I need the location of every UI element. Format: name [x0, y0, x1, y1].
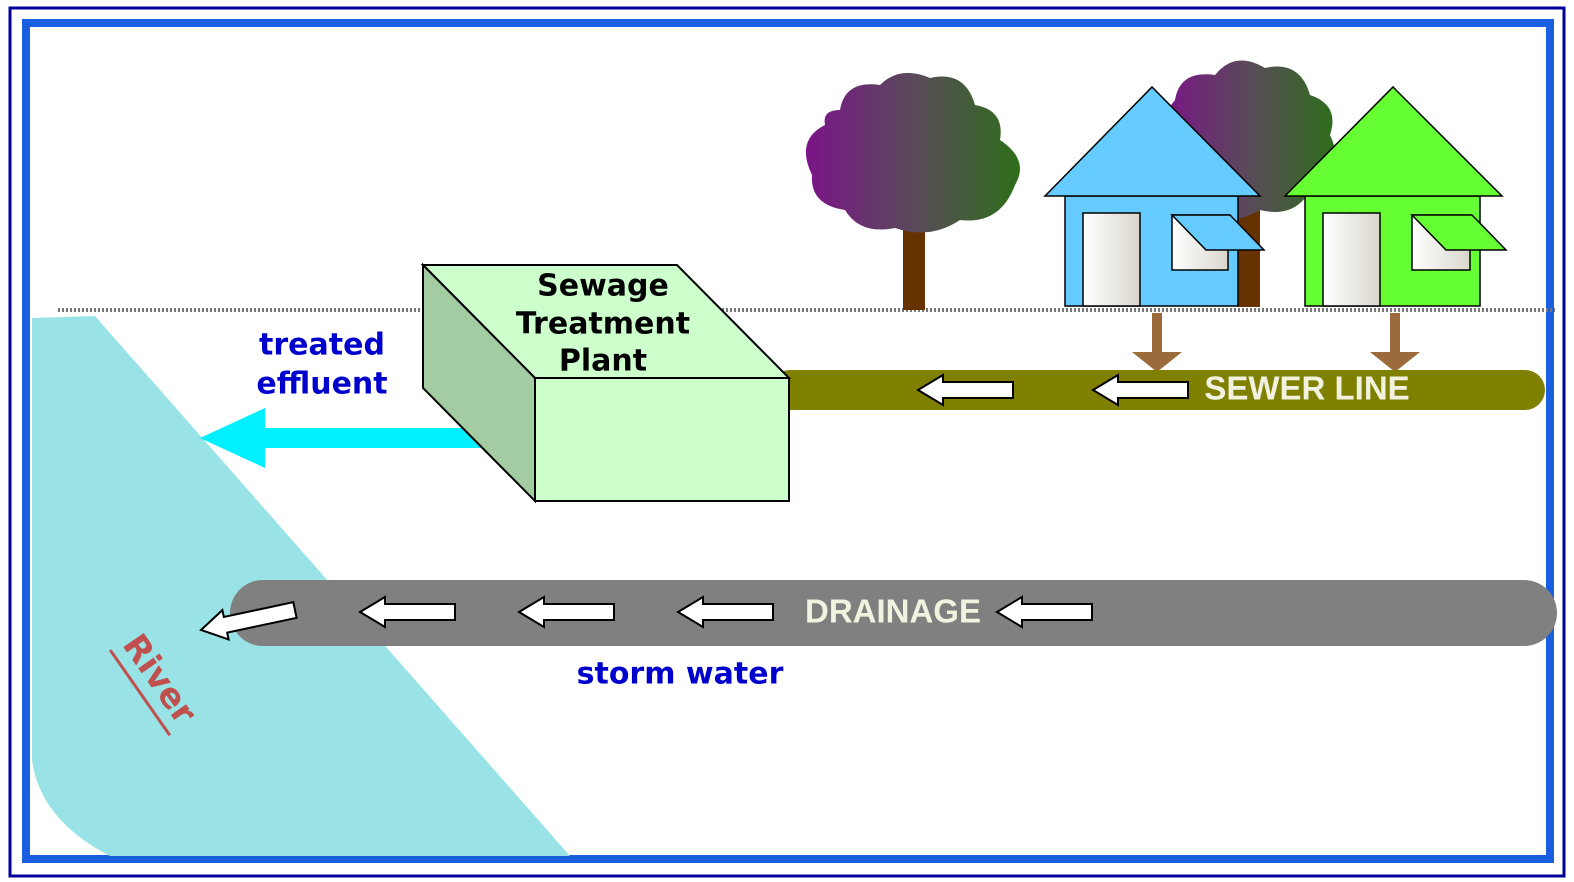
flow-arrow	[1091, 373, 1189, 407]
plant-box	[420, 262, 792, 504]
flow-arrow	[358, 595, 456, 629]
house	[1283, 85, 1508, 307]
storm-label: storm water	[577, 657, 784, 692]
plant-front	[534, 377, 790, 502]
roof	[1283, 85, 1504, 197]
effluent-label: treated	[259, 328, 385, 363]
outer-border	[8, 6, 1566, 878]
connection-shaft	[1152, 313, 1162, 353]
inner-border	[22, 19, 1554, 863]
tree	[805, 72, 1020, 310]
effluent-arrow	[200, 408, 490, 468]
trunk	[1238, 195, 1260, 307]
sewer-label: SEWER LINE	[1204, 370, 1409, 407]
awning	[1170, 214, 1266, 251]
flow-arrows	[199, 373, 1189, 641]
flow-arrow	[676, 595, 774, 629]
plant-label: Plant	[559, 344, 647, 379]
connection-head	[1370, 352, 1420, 372]
trunk	[903, 222, 925, 310]
plant-label: Sewage	[537, 269, 669, 304]
flow-arrow	[517, 595, 615, 629]
house	[1043, 85, 1266, 307]
flow-arrow	[199, 601, 298, 641]
roof	[1043, 85, 1262, 197]
river-underline	[108, 649, 172, 737]
house-connections	[1132, 313, 1420, 372]
door	[1082, 212, 1141, 307]
canopy	[805, 72, 1020, 233]
awning	[1410, 214, 1508, 251]
plant-label: Treatment	[516, 307, 690, 342]
connection-head	[1132, 352, 1182, 372]
flow-arrow	[995, 595, 1093, 629]
drainage-pipe	[230, 580, 1557, 646]
door	[1322, 212, 1381, 307]
drainage-label: DRAINAGE	[805, 593, 981, 630]
effluent-label: effluent	[256, 367, 387, 402]
connection-shaft	[1390, 313, 1400, 353]
flow-arrow	[916, 373, 1014, 407]
